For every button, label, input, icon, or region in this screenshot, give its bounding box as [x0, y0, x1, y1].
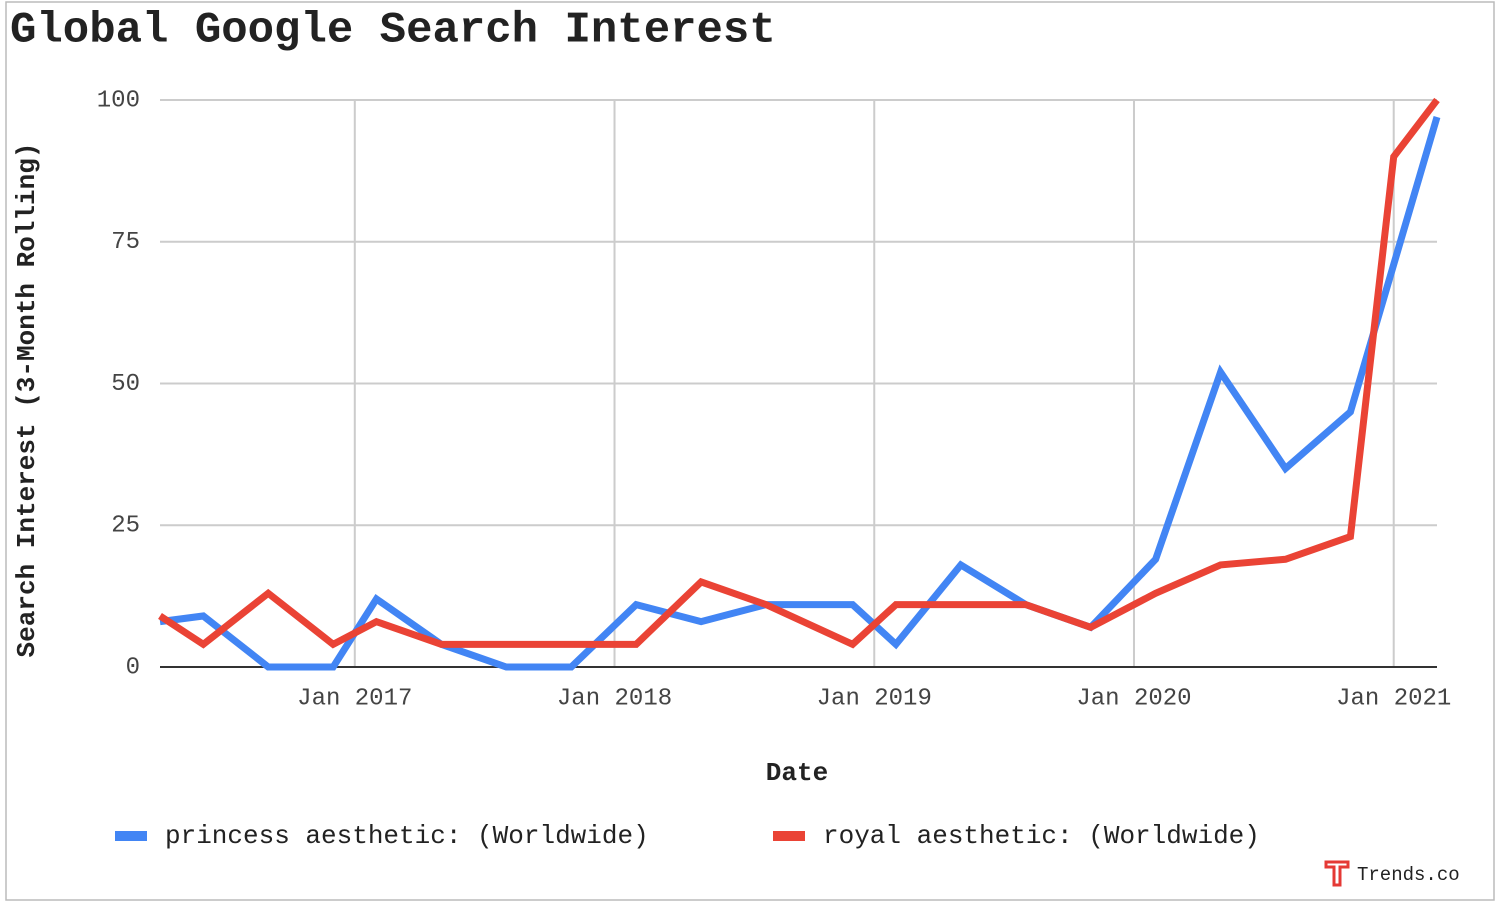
watermark: Trends.co — [1357, 864, 1460, 886]
x-tick-label: Jan 2020 — [1076, 685, 1191, 712]
logo — [1324, 860, 1350, 887]
y-tick-label: 50 — [111, 371, 140, 398]
legend-swatch — [115, 831, 147, 841]
x-tick-label: Jan 2021 — [1336, 685, 1451, 712]
legend-swatch — [773, 831, 805, 841]
x-tick-label: Jan 2019 — [817, 685, 932, 712]
line — [158, 97, 1440, 649]
x-tick-label: Jan 2018 — [557, 685, 672, 712]
y-tick-label: 25 — [111, 513, 140, 540]
x-tick-label: Jan 2017 — [297, 685, 412, 712]
y-tick-label: 75 — [111, 229, 140, 256]
legend-label: royal aesthetic: (Worldwide) — [823, 821, 1260, 851]
chart-title: Global Google Search Interest — [10, 6, 776, 56]
frame — [5, 1, 1495, 901]
y-tick-label: 0 — [126, 654, 140, 681]
legend-label: princess aesthetic: (Worldwide) — [165, 821, 649, 851]
x-axis-label: Date — [766, 758, 828, 788]
y-tick-label: 100 — [97, 87, 140, 114]
y-axis-label: Search Interest (3-Month Rolling) — [12, 143, 42, 658]
